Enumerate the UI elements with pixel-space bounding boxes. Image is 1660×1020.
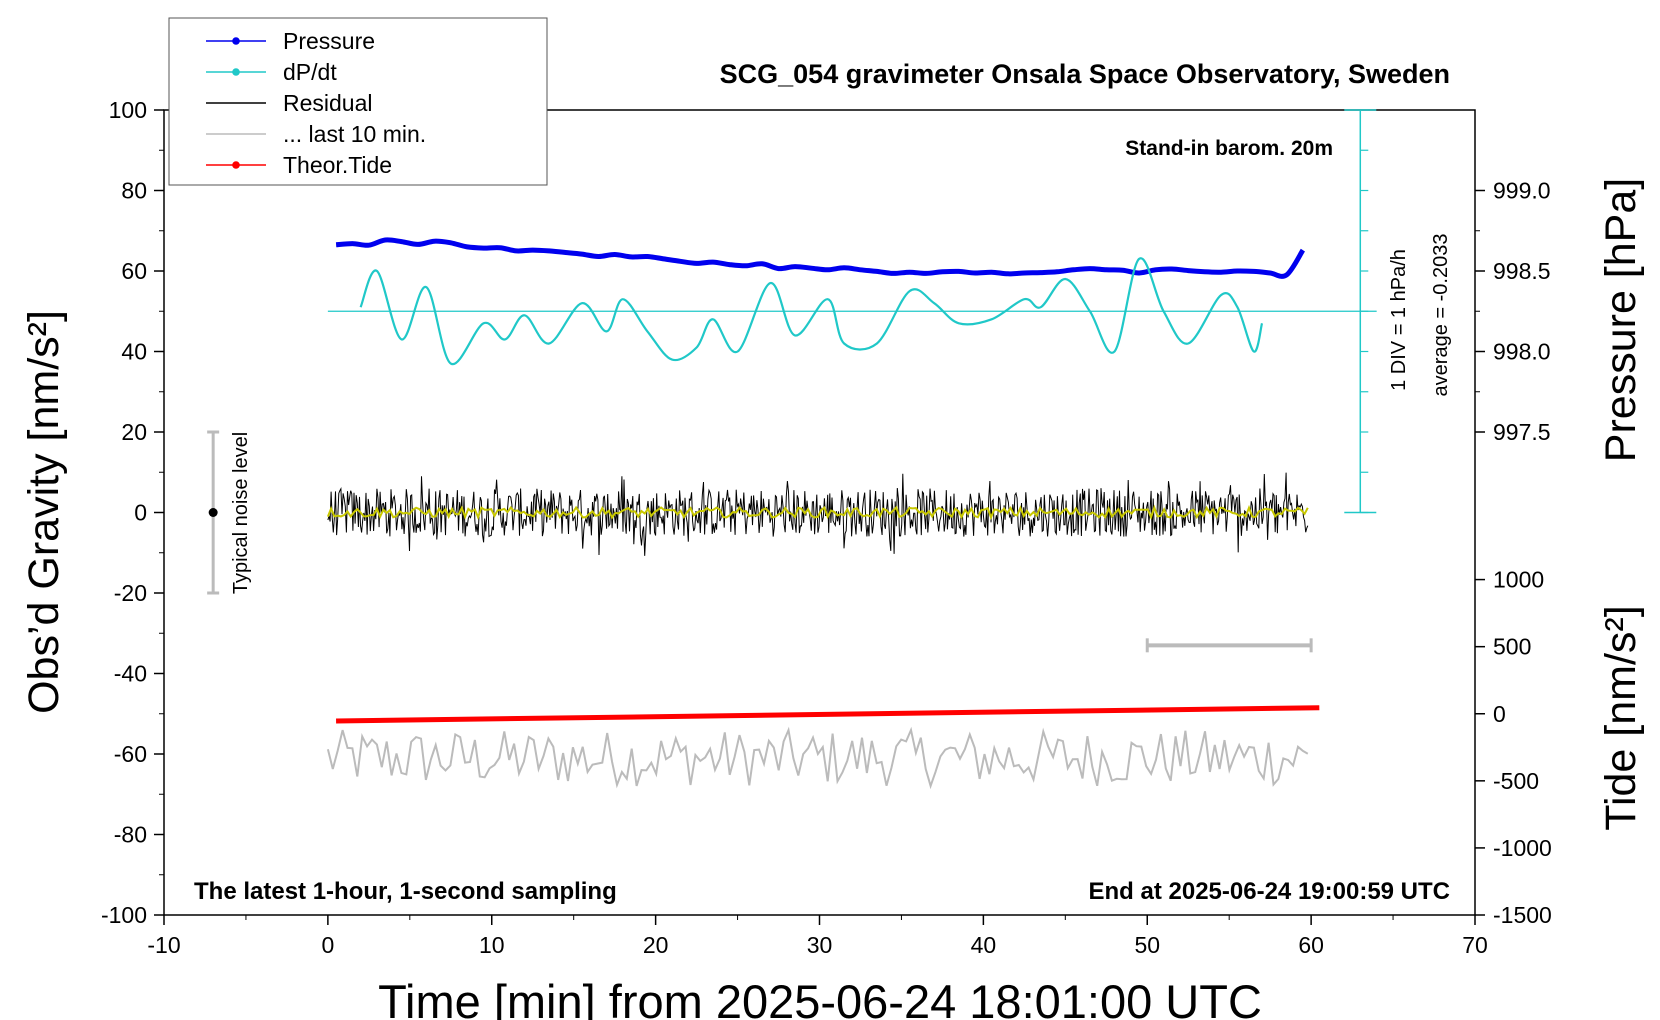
pressure-axis-label: Pressure [hPa]	[1597, 178, 1645, 462]
pressure-tick-label: 997.5	[1493, 419, 1551, 445]
legend-label: Pressure	[283, 28, 375, 54]
div-note: 1 DIV = 1 hPa/h	[1388, 249, 1410, 391]
legend-box	[168, 17, 548, 186]
legend-label: Residual	[283, 90, 373, 116]
y-tick-label: 100	[109, 97, 147, 123]
y-tick-label: 0	[134, 500, 147, 526]
x-axis-label: Time [min] from 2025-06-24 18:01:00 UTC	[378, 975, 1262, 1020]
x-tick-label: 0	[321, 932, 334, 958]
pressure-tick-label: 998.0	[1493, 339, 1551, 365]
noise-note: Typical noise level	[230, 432, 252, 594]
pressure-tick-label: 999.0	[1493, 178, 1551, 204]
y-tick-label: -60	[114, 741, 147, 767]
dpdt-line	[359, 257, 1264, 366]
legend-label: ... last 10 min.	[283, 121, 426, 147]
x-tick-label: 50	[1134, 932, 1160, 958]
tide-tick-label: 1000	[1493, 567, 1544, 593]
barometer-note: Stand-in barom. 20m	[1125, 137, 1333, 160]
y-tick-label: -80	[114, 822, 147, 848]
data-marks	[207, 109, 1377, 790]
x-tick-label: 20	[643, 932, 669, 958]
legend-marker	[232, 37, 240, 45]
y-tick-label: 80	[121, 178, 147, 204]
y-tick-label: 20	[121, 419, 147, 445]
tide-axis-label: Tide [nm/s²]	[1597, 605, 1645, 830]
x-tick-label: 70	[1462, 932, 1488, 958]
y-tick-label: 40	[121, 339, 147, 365]
x-tick-label: 60	[1298, 932, 1324, 958]
axis-ticks: -10 0 10 20 30 40 50 60 70100806040200-20-40-60-…	[101, 97, 1552, 958]
noise-bar-center	[208, 508, 218, 517]
residual-line	[327, 472, 1309, 556]
last-10-min-line	[326, 726, 1309, 790]
x-tick-label: 40	[971, 932, 997, 958]
tide-tick-label: -1000	[1493, 835, 1552, 861]
y-tick-label: -40	[114, 661, 147, 687]
y-tick-label: -20	[114, 580, 147, 606]
legend-label: Theor.Tide	[283, 152, 392, 178]
y-axis-label-left: Obs’d Gravity [nm/s²]	[20, 310, 68, 714]
tide-line	[336, 705, 1320, 724]
legend: Pressure dP/dt Residual ... last 10 min. The…	[168, 17, 548, 186]
tide-tick-label: -1500	[1493, 902, 1552, 928]
residual-smoothed-line	[326, 504, 1309, 521]
tide-tick-label: -500	[1493, 768, 1539, 794]
x-tick-label: -10	[147, 932, 180, 958]
pressure-line	[335, 237, 1306, 279]
legend-marker	[232, 161, 240, 169]
x-tick-label: 10	[479, 932, 505, 958]
chart-title: SCG_054 gravimeter Onsala Space Observat…	[720, 59, 1450, 89]
end-time-note: End at 2025-06-24 19:00:59 UTC	[1089, 878, 1451, 905]
tide-tick-label: 500	[1493, 634, 1531, 660]
sampling-note: The latest 1-hour, 1-second sampling	[194, 878, 617, 905]
legend-label: dP/dt	[283, 59, 337, 85]
average-note: average = -0.2033	[1430, 234, 1452, 397]
y-tick-label: -100	[101, 902, 147, 928]
tide-tick-label: 0	[1493, 701, 1506, 727]
y-tick-label: 60	[121, 258, 147, 284]
pressure-tick-label: 998.5	[1493, 258, 1551, 284]
legend-marker	[232, 68, 240, 76]
x-tick-label: 30	[807, 932, 833, 958]
